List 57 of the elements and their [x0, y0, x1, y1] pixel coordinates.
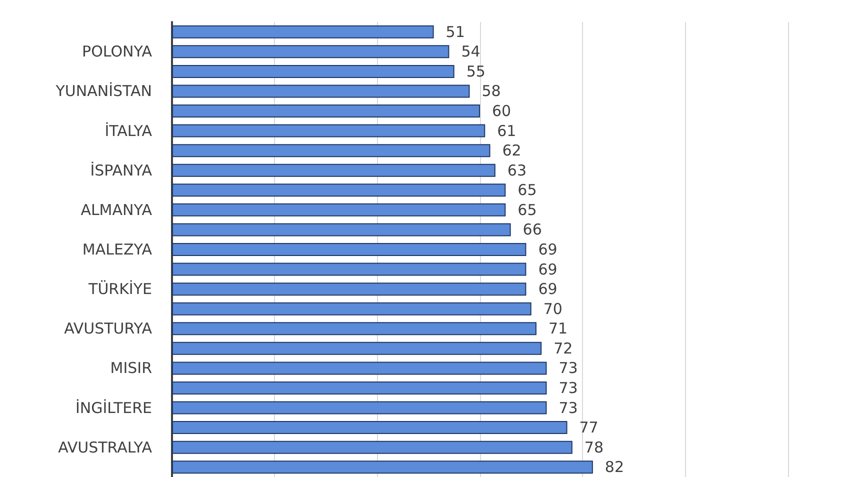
data-label: 58: [482, 82, 501, 100]
y-tick-label: POLONYA: [82, 42, 153, 61]
data-label: 55: [466, 62, 486, 80]
data-label: 63: [507, 161, 526, 180]
bar: [172, 262, 526, 276]
data-label: 78: [584, 438, 604, 456]
bar: [172, 302, 532, 316]
bar: [172, 84, 470, 98]
data-label: 72: [554, 339, 573, 358]
data-label: 62: [502, 142, 522, 160]
data-label: 51: [446, 22, 465, 41]
data-label: 73: [558, 398, 578, 417]
data-label: 69: [538, 260, 558, 278]
data-label: 61: [497, 122, 516, 140]
data-label: 54: [461, 42, 480, 61]
data-label: 77: [579, 418, 598, 437]
data-label: 69: [538, 280, 558, 298]
data-label: 65: [518, 181, 537, 200]
bar: [172, 164, 496, 177]
data-label: 66: [522, 220, 542, 239]
bar: [172, 45, 450, 58]
bar: [172, 460, 593, 474]
bar: [172, 322, 536, 336]
y-tick-label: MALEZYA: [82, 240, 153, 258]
y-tick-label: YUNANİSTAN: [54, 82, 152, 100]
data-label: 69: [538, 240, 558, 258]
bar: [172, 243, 526, 256]
bar: [172, 362, 547, 375]
y-tick-label: İSPANYA: [90, 161, 153, 180]
bar: [172, 124, 486, 138]
bar: [172, 144, 490, 158]
bar: [172, 104, 480, 118]
bar: [172, 421, 568, 434]
data-label: 60: [492, 102, 512, 120]
bar: [172, 381, 547, 394]
y-tick-label: AVUSTRALYA: [58, 438, 153, 456]
y-tick-label: İTALYA: [104, 122, 153, 140]
data-label: 71: [548, 320, 568, 338]
data-label: 70: [543, 300, 562, 318]
bar: [172, 282, 526, 296]
bar: [172, 25, 434, 38]
y-tick-label: ALMANYA: [80, 200, 153, 219]
y-tick-label: AVUSTURYA: [64, 320, 153, 338]
data-label: 65: [518, 200, 537, 219]
y-tick-label: MISIR: [110, 359, 152, 378]
bar: [172, 223, 511, 236]
bar: [172, 203, 506, 216]
data-label: 73: [558, 359, 578, 378]
bar: [172, 64, 454, 78]
y-tick-label: İNGİLTERE: [75, 398, 152, 417]
bar: [172, 401, 547, 414]
data-label: 73: [558, 378, 578, 397]
data-label: 82: [604, 458, 624, 476]
bar: [172, 342, 542, 355]
y-tick-label: TÜRKİYE: [88, 280, 152, 298]
bar: [172, 184, 506, 197]
bar: [172, 440, 572, 454]
